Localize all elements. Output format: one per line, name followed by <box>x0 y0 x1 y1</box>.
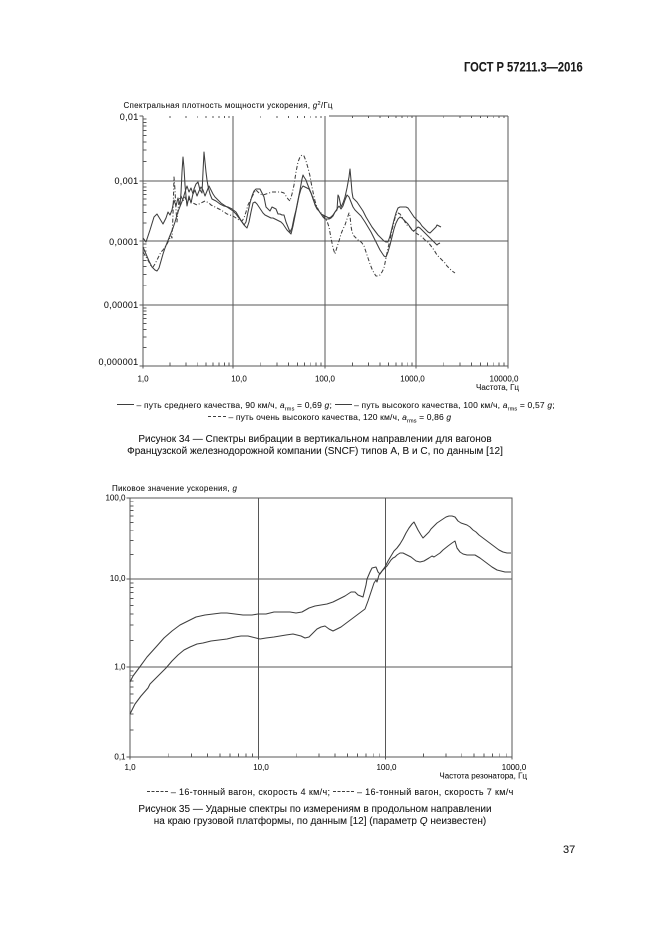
svg-text:0,0001: 0,0001 <box>109 237 138 247</box>
svg-text:100,0: 100,0 <box>315 375 336 384</box>
svg-text:1,0: 1,0 <box>124 763 136 772</box>
svg-text:0,01: 0,01 <box>120 112 139 122</box>
svg-text:0,1: 0,1 <box>114 753 126 762</box>
svg-text:1000,0: 1000,0 <box>400 375 425 384</box>
svg-text:10,0: 10,0 <box>231 375 247 384</box>
svg-text:10,0: 10,0 <box>253 763 269 772</box>
svg-text:10000,0: 10000,0 <box>490 375 519 384</box>
svg-text:100,0: 100,0 <box>105 494 126 503</box>
svg-text:100,0: 100,0 <box>376 763 397 772</box>
svg-text:10,0: 10,0 <box>110 574 126 583</box>
svg-text:1000,0: 1000,0 <box>502 763 527 772</box>
svg-text:0,000001: 0,000001 <box>99 357 139 367</box>
svg-text:0,001: 0,001 <box>114 176 138 186</box>
svg-text:0,00001: 0,00001 <box>104 300 139 310</box>
svg-text:1,0: 1,0 <box>137 375 149 384</box>
svg-text:Частота резонатора, Гц: Частота резонатора, Гц <box>439 772 527 781</box>
svg-text:1,0: 1,0 <box>114 663 126 672</box>
svg-text:Частота, Гц: Частота, Гц <box>476 383 519 392</box>
svg-text:Пиковое значение ускорения, g: Пиковое значение ускорения, g <box>112 484 237 493</box>
svg-text:Спектральная плотность мощност: Спектральная плотность мощности ускорени… <box>124 101 333 110</box>
